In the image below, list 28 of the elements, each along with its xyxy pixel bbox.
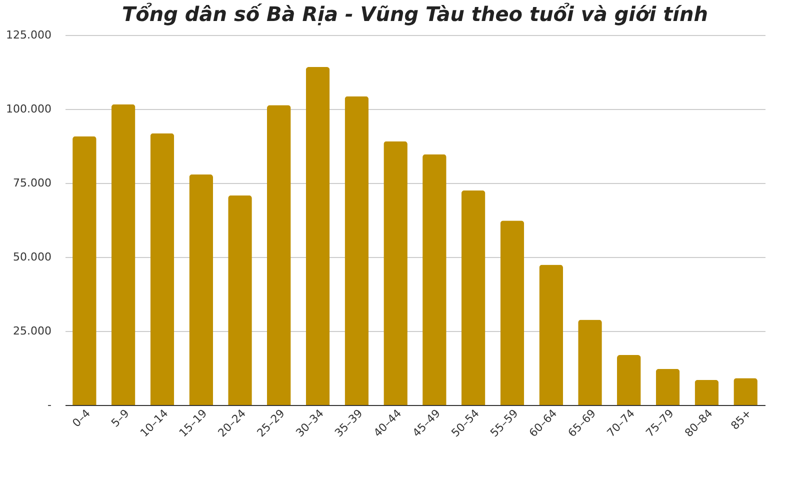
bar <box>461 190 486 405</box>
bar <box>344 96 369 405</box>
y-tick-label: 50.000 <box>13 250 52 264</box>
bar <box>422 154 446 405</box>
bar <box>266 105 291 405</box>
y-tick-label: 100.000 <box>6 102 52 116</box>
bar <box>228 195 252 405</box>
chart-title: Tổng dân số Bà Rịa - Vũng Tàu theo tuổi và giới tính <box>122 2 708 26</box>
y-tick-label: 25.000 <box>13 324 52 338</box>
x-tick-label: 85+ <box>728 406 754 432</box>
bar <box>111 104 136 405</box>
bar <box>72 136 96 405</box>
y-tick-label: - <box>48 398 52 412</box>
bar <box>539 264 564 405</box>
bar <box>656 368 680 405</box>
bar <box>578 320 602 405</box>
x-tick-label: 0–4 <box>70 406 93 430</box>
bar <box>734 378 758 405</box>
bar <box>306 66 330 405</box>
y-tick-label: 75.000 <box>13 176 52 190</box>
bar <box>384 141 408 405</box>
x-tick-label: 5–9 <box>108 406 132 430</box>
bar <box>694 380 719 405</box>
bar <box>500 220 524 405</box>
bar <box>189 174 214 405</box>
y-tick-label: 125.000 <box>6 28 52 42</box>
bar <box>616 354 641 405</box>
bar <box>150 133 174 405</box>
